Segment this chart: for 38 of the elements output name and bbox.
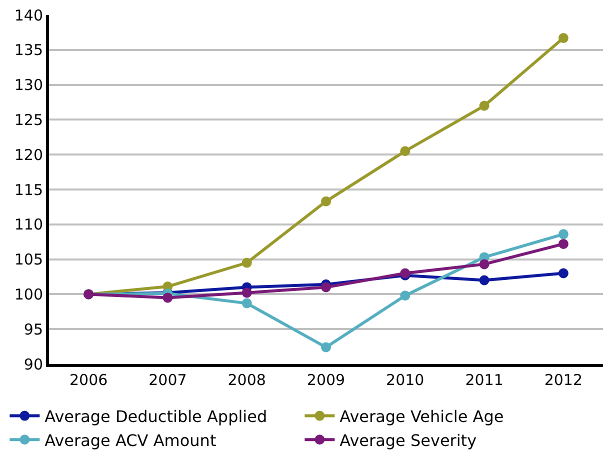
point xyxy=(558,229,568,240)
point xyxy=(558,238,568,249)
y-tick-label: 100 xyxy=(14,285,43,304)
point xyxy=(242,288,252,298)
x-tick-label: 2010 xyxy=(386,371,424,389)
y-tick-label: 140 xyxy=(14,6,43,24)
point xyxy=(321,342,331,352)
point xyxy=(321,282,331,292)
point xyxy=(479,275,490,286)
y-tick-label: 125 xyxy=(14,110,43,129)
y-tick-label: 90 xyxy=(24,355,43,374)
point xyxy=(321,196,331,206)
y-tick-label: 105 xyxy=(14,250,43,269)
y-tick-label: 135 xyxy=(14,41,43,60)
point xyxy=(558,33,568,44)
y-tick-label: 130 xyxy=(14,76,43,94)
legend-label: Average Vehicle Age xyxy=(340,407,504,426)
legend-label: Average Severity xyxy=(340,430,477,450)
y-tick-label: 95 xyxy=(24,320,43,338)
point xyxy=(400,146,410,156)
x-tick-label: 2008 xyxy=(228,371,266,389)
y-tick-label: 110 xyxy=(14,216,43,234)
x-tick-label: 2006 xyxy=(69,371,108,389)
x-tick-label: 2011 xyxy=(465,371,504,389)
x-tick-label: 2012 xyxy=(544,371,583,389)
legend-label: Average ACV Amount xyxy=(44,430,216,450)
point xyxy=(242,258,252,268)
point xyxy=(479,100,490,111)
legend-label: Average Deductible Applied xyxy=(44,407,268,426)
x-tick-label: 2007 xyxy=(148,371,187,389)
point xyxy=(162,292,173,303)
point xyxy=(400,290,410,301)
point xyxy=(242,298,252,308)
point xyxy=(479,259,490,270)
x-tick-label: 2009 xyxy=(306,371,346,389)
y-tick-label: 120 xyxy=(14,146,43,164)
y-tick-label: 115 xyxy=(14,180,43,199)
point xyxy=(558,268,568,278)
